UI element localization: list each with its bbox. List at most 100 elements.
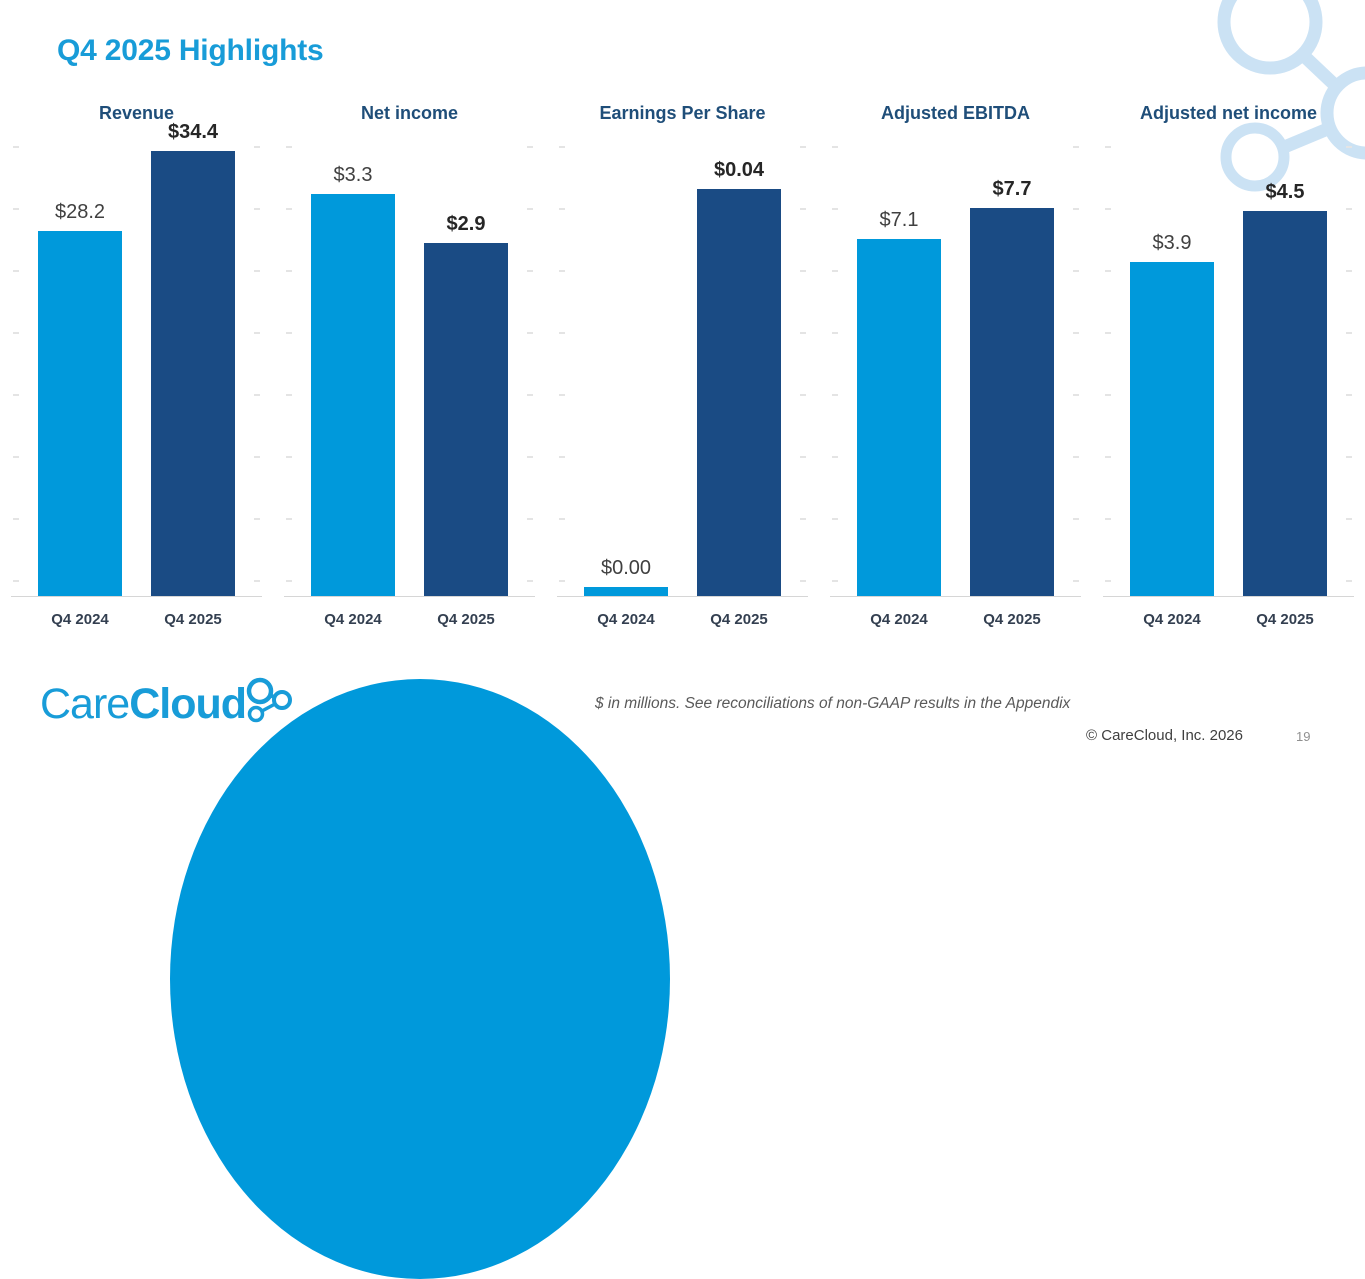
axis-tick [1073, 332, 1079, 334]
bar-group: $3.9 $4.5 [1103, 138, 1354, 596]
axis-tick [286, 518, 292, 520]
axis-tick [1073, 270, 1079, 272]
chart-plot-area: $7.1 $7.7 [830, 138, 1081, 597]
value-label: $2.9 [446, 212, 486, 235]
axis-tick [800, 332, 806, 334]
chart-plot-area: $3.9 $4.5 [1103, 138, 1354, 597]
bar-q4-2025: $7.7 [970, 178, 1054, 596]
axis-tick [832, 208, 838, 210]
axis-tick [13, 456, 19, 458]
axis-tick [1105, 518, 1111, 520]
axis-tick [1346, 146, 1352, 148]
value-label: $28.2 [54, 201, 106, 224]
axis-tick [254, 456, 260, 458]
axis-tick [800, 518, 806, 520]
axis-tick [286, 394, 292, 396]
axis-tick [1073, 456, 1079, 458]
blue-dome-decoration [170, 679, 670, 1279]
axis-tick [254, 332, 260, 334]
x-axis-labels: Q4 2024 Q4 2025 [546, 611, 819, 628]
value-label: $34.4 [167, 120, 219, 143]
axis-tick [286, 146, 292, 148]
x-axis-labels: Q4 2024 Q4 2025 [1092, 611, 1365, 628]
axis-tick [559, 146, 565, 148]
axis-tick [13, 332, 19, 334]
bar-group: $0.00 $0.04 [557, 138, 808, 596]
chart-panel: Adjusted EBITDA $7.1 $7.7 Q4 2024 Q4 2025 [819, 100, 1092, 640]
axis-tick [832, 394, 838, 396]
axis-tick [832, 518, 838, 520]
axis-tick [286, 208, 292, 210]
x-axis-label: Q4 2025 [164, 611, 222, 628]
chart-title: Net income [360, 103, 459, 123]
footnote: $ in millions. See reconciliations of no… [595, 695, 1071, 712]
bar-q4-2025: $0.04 [697, 159, 781, 596]
value-label: $0.00 [600, 556, 652, 579]
value-label: $3.3 [333, 164, 373, 187]
bar-q4-2024: $3.9 [1130, 232, 1214, 596]
logo-care: Care [40, 680, 130, 728]
axis-tick [800, 394, 806, 396]
axis-tick [254, 146, 260, 148]
bar-q4-2024: $28.2 [38, 201, 122, 596]
chart-title: Earnings Per Share [599, 103, 766, 123]
axis-tick [286, 270, 292, 272]
axis-tick [832, 456, 838, 458]
axis-tick [832, 270, 838, 272]
x-axis-label: Q4 2024 [51, 611, 109, 628]
x-axis-label: Q4 2024 [1143, 611, 1201, 628]
axis-tick [13, 146, 19, 148]
axis-tick [527, 146, 533, 148]
bar-q4-2025: $4.5 [1243, 181, 1327, 596]
axis-tick [13, 270, 19, 272]
bar-q4-2024: $0.00 [584, 557, 668, 596]
axis-tick [1105, 146, 1111, 148]
axis-tick [559, 394, 565, 396]
bar-q4-2024: $7.1 [857, 209, 941, 596]
page-title: Q4 2025 Highlights [57, 34, 324, 67]
axis-tick [1105, 580, 1111, 582]
x-axis-label: Q4 2024 [597, 611, 655, 628]
axis-tick [1346, 518, 1352, 520]
axis-tick [1073, 518, 1079, 520]
axis-tick [1346, 270, 1352, 272]
axis-tick [1346, 580, 1352, 582]
axis-tick [559, 208, 565, 210]
x-axis-label: Q4 2025 [1256, 611, 1314, 628]
value-label: $0.04 [713, 158, 765, 181]
axis-tick [527, 208, 533, 210]
axis-tick [800, 580, 806, 582]
bar-group: $3.3 $2.9 [284, 138, 535, 596]
axis-tick [527, 580, 533, 582]
axis-tick [527, 270, 533, 272]
chart-title: Adjusted EBITDA [880, 103, 1030, 123]
x-axis-label: Q4 2025 [983, 611, 1041, 628]
chart-title: Revenue [98, 103, 175, 123]
axis-tick [13, 518, 19, 520]
axis-tick [559, 270, 565, 272]
axis-tick [527, 394, 533, 396]
chart-title: Adjusted net income [1139, 103, 1318, 123]
carecloud-logo: CareCloud [40, 677, 298, 728]
value-label: $4.5 [1265, 180, 1305, 203]
axis-tick [13, 580, 19, 582]
axis-tick [286, 456, 292, 458]
axis-tick [800, 208, 806, 210]
axis-tick [527, 456, 533, 458]
x-axis-label: Q4 2024 [870, 611, 928, 628]
axis-tick [1105, 270, 1111, 272]
chart-plot-area: $28.2 $34.4 [11, 121, 262, 597]
axis-tick [13, 208, 19, 210]
axis-tick [1073, 146, 1079, 148]
page-number: 19 [1296, 729, 1311, 744]
molecule-icon [246, 677, 293, 723]
bar-q4-2025: $34.4 [151, 121, 235, 596]
x-axis-label: Q4 2025 [437, 611, 495, 628]
axis-tick [1073, 580, 1079, 582]
axis-tick [832, 332, 838, 334]
axis-tick [1105, 456, 1111, 458]
x-axis-labels: Q4 2024 Q4 2025 [819, 611, 1092, 628]
axis-tick [1105, 208, 1111, 210]
x-axis-label: Q4 2024 [324, 611, 382, 628]
x-axis-labels: Q4 2024 Q4 2025 [0, 611, 273, 628]
